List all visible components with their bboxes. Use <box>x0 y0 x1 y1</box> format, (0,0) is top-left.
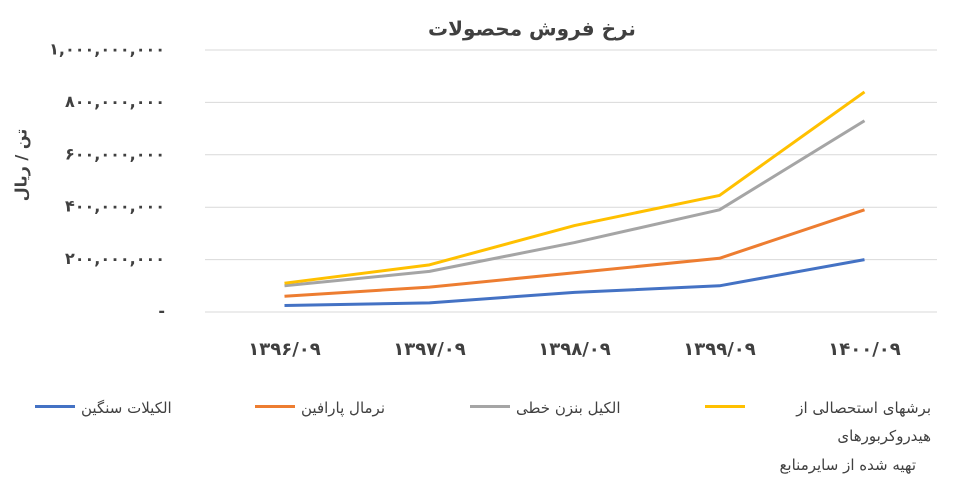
legend-item: الکیلات سنگین <box>35 394 172 422</box>
x-tick-label: ۱۳۹۹/۰۹ <box>683 339 756 360</box>
y-tick-label: - <box>158 302 165 321</box>
series-line <box>284 119 866 288</box>
series-line <box>284 90 866 285</box>
legend-label: الکیل بنزن خطی <box>516 399 621 417</box>
legend-item: نرمال پارافین <box>255 394 385 422</box>
legend-label: برشهای استحصالی از هیدروکربورهای <box>796 399 931 445</box>
legend-swatch <box>35 405 75 408</box>
series-line <box>284 208 865 298</box>
x-tick-label: ۱۳۹۶/۰۹ <box>248 339 321 360</box>
y-tick-label: ۸۰۰,۰۰۰,۰۰۰ <box>65 92 165 111</box>
source-note: تهیه شده از سایرمنابع <box>779 456 916 474</box>
legend-item: الکیل بنزن خطی <box>470 394 621 422</box>
y-axis-label: تن / ریال <box>12 129 31 202</box>
y-tick-label: ۱,۰۰۰,۰۰۰,۰۰۰ <box>49 40 165 59</box>
legend-label: الکیلات سنگین <box>81 399 172 417</box>
legend-item: برشهای استحصالی از هیدروکربورهای <box>705 394 931 450</box>
chart-title: نرخ فروش محصولات <box>428 17 636 41</box>
y-tick-label: ۴۰۰,۰۰۰,۰۰۰ <box>65 197 165 216</box>
x-tick-label: ۱۳۹۷/۰۹ <box>393 339 466 360</box>
x-tick-label: ۱۳۹۸/۰۹ <box>538 339 611 360</box>
legend-swatch <box>255 405 295 408</box>
series-line <box>284 258 865 307</box>
x-tick-label: ۱۴۰۰/۰۹ <box>828 339 901 360</box>
y-tick-label: ۲۰۰,۰۰۰,۰۰۰ <box>65 249 165 268</box>
legend-label: نرمال پارافین <box>301 399 385 417</box>
legend-swatch <box>470 405 510 408</box>
y-tick-label: ۶۰۰,۰۰۰,۰۰۰ <box>65 144 165 163</box>
legend-swatch <box>705 405 745 408</box>
